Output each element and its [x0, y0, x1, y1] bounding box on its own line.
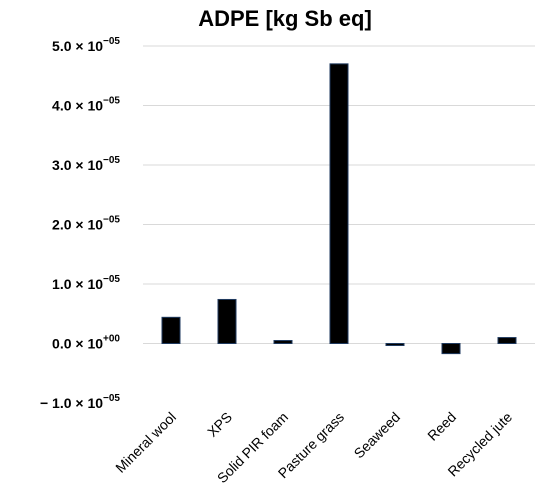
- y-tick-label: − 1.0 × 10−05: [40, 393, 120, 411]
- bar-xps: [217, 298, 237, 344]
- x-tick-label: Mineral wool: [112, 409, 179, 476]
- bar-seaweed: [385, 343, 405, 346]
- bar-mineral-wool: [161, 316, 181, 345]
- y-tick-exponent: −05: [103, 36, 120, 47]
- y-tick-mantissa: − 1.0 × 10: [40, 395, 103, 411]
- x-tick-label: Reed: [424, 409, 459, 444]
- y-tick-label: 0.0 × 10+00: [52, 334, 120, 352]
- bar-reed: [441, 343, 461, 355]
- y-tick-exponent: −05: [103, 393, 120, 404]
- bar-recycled-jute: [497, 337, 517, 344]
- y-tick-exponent: −05: [103, 96, 120, 107]
- chart-title: ADPE [kg Sb eq]: [198, 6, 372, 31]
- x-tick-label: Seaweed: [351, 409, 404, 462]
- y-tick-mantissa: 1.0 × 10: [52, 276, 103, 292]
- y-tick-label: 5.0 × 10−05: [52, 36, 120, 54]
- y-tick-exponent: −05: [103, 215, 120, 226]
- y-tick-exponent: −05: [103, 274, 120, 285]
- bars: [161, 63, 517, 355]
- y-tick-mantissa: 3.0 × 10: [52, 157, 103, 173]
- y-tick-label: 2.0 × 10−05: [52, 215, 120, 233]
- y-tick-mantissa: 4.0 × 10: [52, 98, 103, 114]
- bar-pasture-grass: [329, 63, 349, 344]
- y-tick-mantissa: 0.0 × 10: [52, 336, 103, 352]
- y-tick-label: 4.0 × 10−05: [52, 96, 120, 114]
- y-tick-label: 1.0 × 10−05: [52, 274, 120, 292]
- y-tick-exponent: +00: [103, 334, 120, 345]
- bar-solid-pir-foam: [273, 340, 293, 344]
- y-tick-mantissa: 5.0 × 10: [52, 38, 103, 54]
- y-tick-label: 3.0 × 10−05: [52, 155, 120, 173]
- y-axis: 5.0 × 10−054.0 × 10−053.0 × 10−052.0 × 1…: [40, 36, 120, 411]
- x-tick-label: XPS: [204, 409, 235, 440]
- y-tick-mantissa: 2.0 × 10: [52, 217, 103, 233]
- y-tick-exponent: −05: [103, 155, 120, 166]
